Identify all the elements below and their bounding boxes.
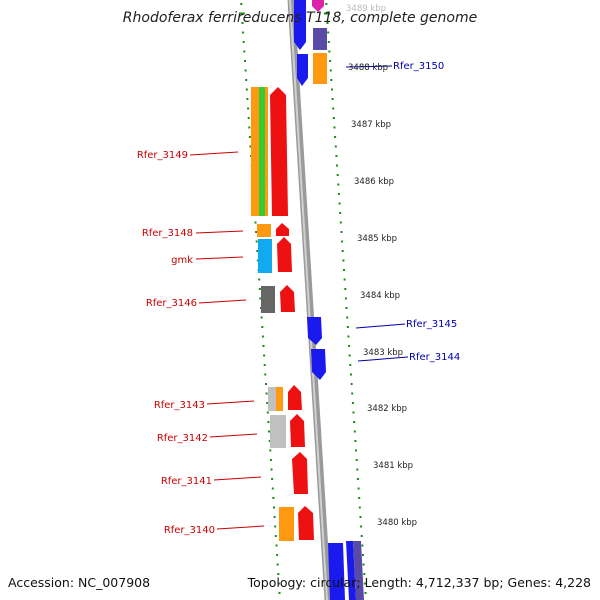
gene-feature[interactable] bbox=[353, 541, 364, 600]
gene-feature[interactable] bbox=[297, 54, 308, 86]
gene-feature[interactable] bbox=[259, 87, 265, 216]
label-connectors bbox=[189, 65, 409, 530]
gene-feature[interactable] bbox=[268, 387, 276, 411]
gene-label-rfer-3141[interactable]: Rfer_3141 bbox=[161, 476, 212, 487]
kbp-label: 3486 kbp bbox=[354, 177, 394, 187]
connector-rfer-3144 bbox=[357, 356, 409, 362]
connector-rfer-3150 bbox=[345, 65, 393, 68]
gene-feature[interactable] bbox=[251, 87, 259, 216]
gene-feature[interactable] bbox=[294, 0, 306, 50]
kbp-label: 3482 kbp bbox=[367, 404, 407, 414]
kbp-label: 3481 kbp bbox=[373, 461, 413, 471]
gene-label-gmk[interactable]: gmk bbox=[171, 255, 193, 266]
gene-feature[interactable] bbox=[270, 415, 286, 448]
accession-text: Accession: NC_007908 bbox=[8, 575, 150, 590]
gene-feature[interactable] bbox=[270, 87, 288, 216]
gene-feature[interactable] bbox=[277, 237, 292, 272]
genome-backbone bbox=[287, 0, 332, 600]
connector-rfer-3148 bbox=[195, 230, 244, 234]
gene-feature[interactable] bbox=[258, 239, 272, 273]
kbp-label: 3480 kbp bbox=[377, 518, 417, 528]
genome-summary-text: Topology: circular; Length: 4,712,337 bp… bbox=[247, 575, 591, 590]
gene-feature[interactable] bbox=[312, 0, 324, 12]
gene-feature[interactable] bbox=[292, 452, 308, 494]
connector-rfer-3149 bbox=[189, 151, 239, 156]
connector-rfer-3141 bbox=[213, 476, 262, 481]
gene-feature[interactable] bbox=[328, 543, 345, 600]
gene-label-rfer-3142[interactable]: Rfer_3142 bbox=[157, 433, 208, 444]
connector-rfer-3143 bbox=[206, 400, 255, 405]
gene-feature[interactable] bbox=[290, 414, 305, 447]
kbp-label: 3487 kbp bbox=[351, 120, 391, 130]
gene-label-rfer-3148[interactable]: Rfer_3148 bbox=[142, 228, 193, 239]
connector-gmk bbox=[195, 256, 244, 260]
gene-label-rfer-3150[interactable]: Rfer_3150 bbox=[393, 61, 444, 72]
kbp-label: 3483 kbp bbox=[363, 348, 403, 358]
connector-rfer-3146 bbox=[198, 299, 247, 304]
gene-features bbox=[251, 0, 364, 600]
gene-feature[interactable] bbox=[298, 506, 314, 540]
kbp-label: 3489 kbp bbox=[346, 4, 386, 14]
gene-feature[interactable] bbox=[313, 28, 327, 50]
connector-rfer-3140 bbox=[216, 525, 265, 530]
connector-rfer-3142 bbox=[209, 433, 258, 438]
gene-feature[interactable] bbox=[257, 224, 271, 237]
gene-label-rfer-3146[interactable]: Rfer_3146 bbox=[146, 298, 197, 309]
gene-feature[interactable] bbox=[276, 223, 289, 236]
gene-feature[interactable] bbox=[311, 349, 326, 380]
kbp-scale-labels: 3489 kbp 3488 kbp 3487 kbp 3486 kbp 3485… bbox=[346, 4, 417, 528]
kbp-label: 3484 kbp bbox=[360, 291, 400, 301]
gene-label-rfer-3149[interactable]: Rfer_3149 bbox=[137, 150, 188, 161]
backbone-highlight bbox=[289, 0, 328, 600]
gene-labels: Rfer_3149 Rfer_3148 gmk Rfer_3146 Rfer_3… bbox=[137, 61, 460, 536]
connector-rfer-3145 bbox=[355, 323, 406, 329]
gene-feature[interactable] bbox=[288, 385, 302, 410]
gene-feature[interactable] bbox=[313, 53, 327, 84]
gene-label-rfer-3140[interactable]: Rfer_3140 bbox=[164, 525, 215, 536]
gene-label-rfer-3144[interactable]: Rfer_3144 bbox=[409, 352, 460, 363]
gene-feature[interactable] bbox=[276, 387, 283, 411]
map-title: Rhodoferax ferrireducens T118, complete … bbox=[123, 10, 477, 26]
gene-label-rfer-3143[interactable]: Rfer_3143 bbox=[154, 400, 205, 411]
gene-feature[interactable] bbox=[346, 541, 356, 600]
gene-feature[interactable] bbox=[265, 87, 268, 216]
gene-feature[interactable] bbox=[279, 507, 294, 541]
gene-feature[interactable] bbox=[307, 317, 322, 345]
kbp-label: 3488 kbp bbox=[348, 63, 388, 73]
gene-feature[interactable] bbox=[261, 286, 275, 313]
gene-label-rfer-3145[interactable]: Rfer_3145 bbox=[406, 319, 457, 330]
gene-feature[interactable] bbox=[280, 285, 295, 312]
kbp-label: 3485 kbp bbox=[357, 234, 397, 244]
